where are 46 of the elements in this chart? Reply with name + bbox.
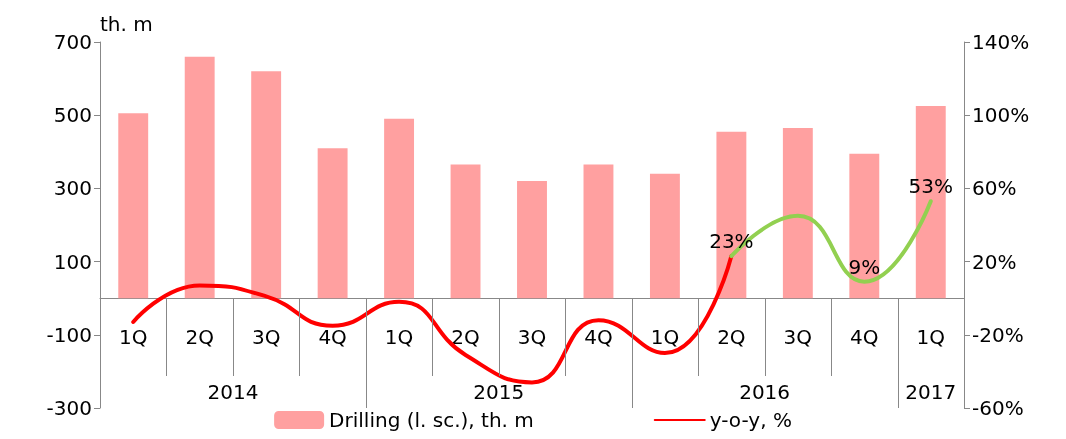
y-tick-label: 700	[53, 30, 92, 54]
bar	[782, 128, 813, 299]
x-tick-label: 2Q	[185, 325, 214, 350]
annotation: 2016	[739, 380, 791, 405]
y-tick-label: -100	[46, 322, 92, 347]
y2-tick-label: 100%	[972, 103, 1030, 128]
data-label: 9%	[848, 254, 881, 279]
x-tick-label: 1Q	[119, 325, 148, 350]
bar	[118, 113, 149, 299]
bar	[649, 173, 680, 299]
legend-label: y-o-y, %	[709, 408, 792, 432]
legend-label: Drilling (l. sc.), th. m	[329, 408, 534, 432]
bar	[384, 118, 415, 299]
y2-tick-label: -20%	[972, 322, 1024, 347]
y-tick-label: 500	[53, 103, 92, 128]
x-tick-label: 3Q	[517, 325, 547, 350]
bar	[517, 181, 547, 299]
bar	[583, 164, 614, 299]
y-tick-label: 100	[53, 249, 92, 274]
x-tick-label: 1Q	[916, 325, 945, 350]
x-tick-label: 1Q	[650, 325, 680, 350]
bar	[184, 56, 215, 299]
x-tick-label: 2Q	[717, 325, 746, 350]
data-label: 23%	[709, 229, 754, 254]
y-tick-label: -300	[46, 396, 92, 420]
bar	[450, 164, 481, 299]
x-tick-label: 3Q	[783, 325, 813, 350]
x-tick-label: 4Q	[584, 325, 613, 350]
y2-tick-label: 20%	[972, 249, 1017, 274]
y-tick-label: 300	[53, 176, 92, 201]
x-tick-label: 4Q	[318, 325, 347, 350]
x-tick-label: 4Q	[850, 325, 879, 350]
annotation: 2017	[905, 380, 957, 405]
data-label: 53%	[908, 174, 953, 199]
annotation: 2015	[473, 380, 525, 405]
y2-tick-label: -60%	[972, 396, 1024, 420]
bar	[251, 71, 282, 299]
annotation: 2014	[207, 380, 259, 405]
y-axis-title: th. m	[100, 12, 153, 36]
bar	[849, 153, 880, 299]
x-tick-label: 2Q	[451, 325, 480, 350]
y2-tick-label: 60%	[972, 176, 1017, 201]
x-tick-label: 1Q	[384, 325, 414, 350]
bar	[317, 148, 348, 299]
y2-tick-label: 140%	[972, 30, 1030, 54]
x-tick-label: 3Q	[251, 325, 281, 350]
